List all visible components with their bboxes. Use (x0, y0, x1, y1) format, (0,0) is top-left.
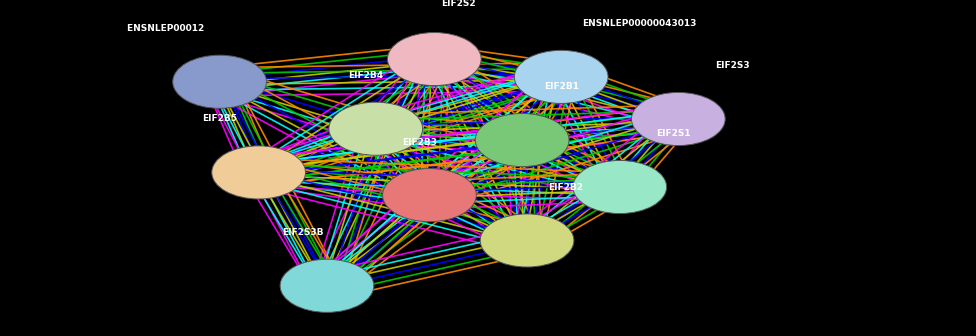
Ellipse shape (329, 102, 423, 155)
Ellipse shape (280, 259, 374, 312)
Ellipse shape (631, 92, 725, 145)
Text: ENSNLEP00000043013: ENSNLEP00000043013 (582, 19, 697, 28)
Ellipse shape (173, 55, 266, 108)
Ellipse shape (383, 169, 476, 222)
Text: ENSNLEP000​12: ENSNLEP000​12 (127, 24, 205, 33)
Text: EIF2S2: EIF2S2 (441, 0, 476, 8)
Ellipse shape (212, 146, 305, 199)
Text: EIF2B1: EIF2B1 (544, 82, 579, 91)
Text: EIF2S1: EIF2S1 (656, 129, 691, 138)
Text: EIF2B2: EIF2B2 (549, 183, 584, 192)
Text: EIF2S3B: EIF2S3B (282, 227, 323, 237)
Text: EIF2B4: EIF2B4 (348, 71, 384, 80)
Text: EIF2B5: EIF2B5 (202, 114, 237, 123)
Ellipse shape (480, 214, 574, 267)
Text: EIF2S3: EIF2S3 (714, 61, 750, 71)
Text: EIF2B3: EIF2B3 (402, 137, 437, 146)
Ellipse shape (475, 114, 569, 167)
Ellipse shape (514, 50, 608, 103)
Ellipse shape (573, 161, 667, 214)
Ellipse shape (387, 33, 481, 86)
